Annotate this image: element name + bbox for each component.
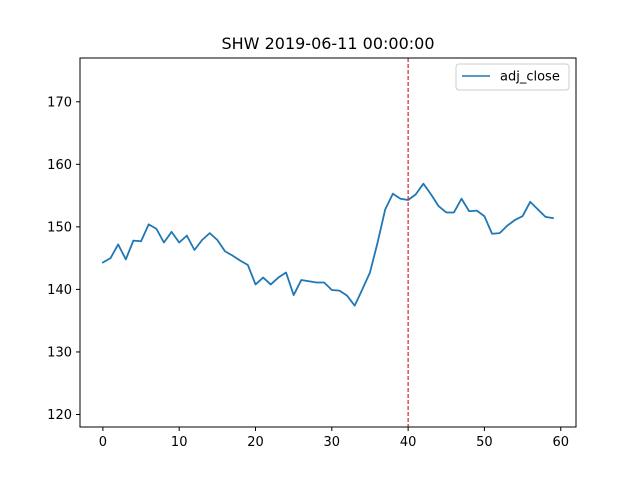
y-tick-label: 130 <box>47 345 72 360</box>
chart-title: SHW 2019-06-11 00:00:00 <box>221 34 434 53</box>
plot-frame <box>79 57 577 428</box>
plot-layer: 0 10 20 30 40 50 60 120 130 140 150 160 170 <box>47 58 569 450</box>
y-tick-label: 170 <box>47 95 72 110</box>
x-tick-label: 30 <box>324 435 341 450</box>
x-tick-label: 50 <box>476 435 493 450</box>
x-tick-label: 10 <box>171 435 188 450</box>
legend-box <box>455 63 570 91</box>
x-tick-label: 0 <box>99 435 107 450</box>
y-tick-label: 140 <box>47 283 72 298</box>
legend: adj_close <box>455 63 570 91</box>
y-tick-label: 120 <box>47 408 72 423</box>
y-tick-label: 150 <box>47 220 72 235</box>
x-tick-label: 40 <box>400 435 417 450</box>
x-tick-label: 60 <box>552 435 569 450</box>
y-tick-label: 160 <box>47 158 72 173</box>
x-tick-label: 20 <box>247 435 264 450</box>
legend-label-adj-close: adj_close <box>500 70 560 85</box>
series-line-adj-close <box>101 182 555 307</box>
